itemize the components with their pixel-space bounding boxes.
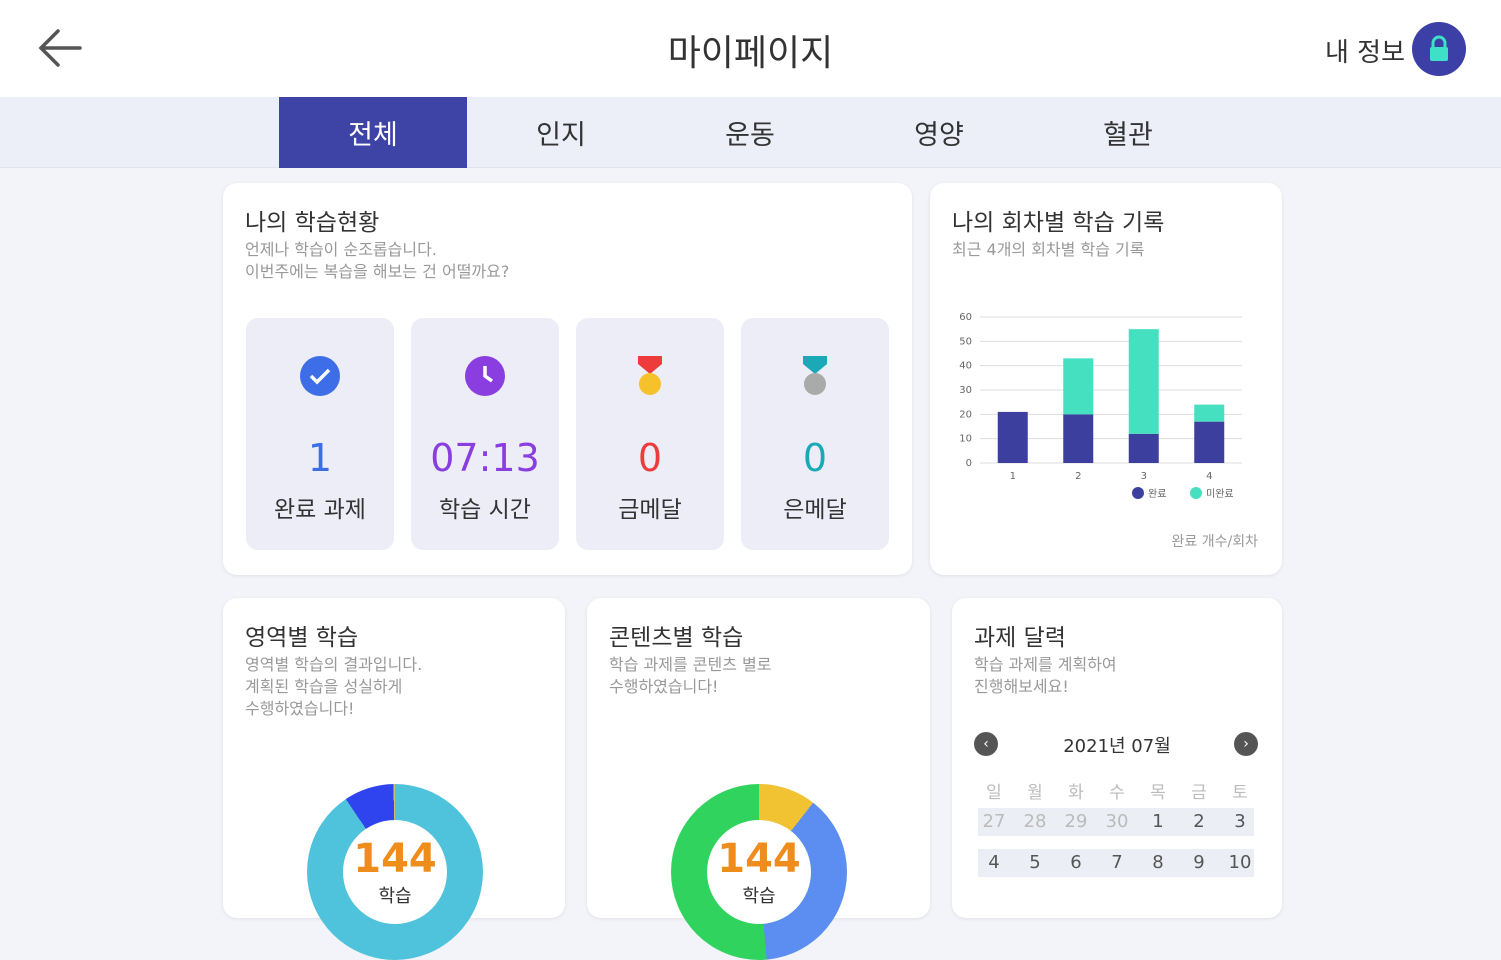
bar-complete: [1194, 421, 1225, 463]
x-tick-label: 1: [1010, 471, 1016, 482]
calendar-day[interactable]: 2: [1193, 811, 1205, 832]
gold-medal-tile: 0 금메달: [576, 318, 724, 550]
y-tick-label: 60: [959, 312, 972, 323]
bar-incomplete: [1063, 358, 1094, 415]
next-month-button[interactable]: ›: [1234, 732, 1258, 756]
donut-unit: 학습: [742, 886, 776, 907]
bar-complete: [1128, 433, 1159, 463]
calendar-day[interactable]: 30: [1105, 811, 1129, 832]
calendar-day[interactable]: 4: [988, 852, 1000, 873]
card-title: 나의 회차별 학습 기록: [952, 210, 1165, 236]
tile-label: 은메달: [783, 497, 847, 523]
bar-incomplete: [1128, 329, 1159, 434]
tab-all[interactable]: 전체: [279, 97, 467, 168]
category-tabs: 전체 인지 운동 영양 혈관: [0, 97, 1501, 168]
tile-label: 금메달: [618, 497, 682, 523]
bar-complete: [997, 411, 1028, 463]
bar-incomplete: [1194, 404, 1225, 422]
calendar-month: 2021년 07월: [1063, 736, 1171, 757]
tab-vascular[interactable]: 혈관: [1103, 120, 1153, 151]
silver-medal-icon: [803, 356, 827, 395]
y-tick-label: 10: [959, 434, 972, 445]
page-title: 마이페이지: [667, 33, 834, 74]
history-card: 나의 회차별 학습 기록 최근 4개의 회차별 학습 기록 0 10 20 30 40 5…: [930, 183, 1282, 575]
tab-exercise[interactable]: 운동: [725, 120, 775, 151]
y-tick-label: 50: [959, 336, 972, 347]
x-tick-label: 4: [1206, 471, 1212, 482]
x-tick-label: 2: [1075, 471, 1081, 482]
card-subtitle: 최근 4개의 회차별 학습 기록: [952, 240, 1145, 259]
calendar-week: 4 5 6 7 8 9 10: [978, 849, 1254, 877]
calendar-day[interactable]: 3: [1234, 811, 1246, 832]
weekday-label: 토: [1232, 783, 1248, 803]
weekday-label: 월: [1027, 783, 1043, 803]
area-donut-chart: 144 학습: [307, 784, 483, 960]
card-title: 영역별 학습: [245, 625, 359, 651]
bar-complete: [1063, 414, 1094, 463]
card-subtitle: 영역별 학습의 결과입니다. 계획된 학습을 성실하게 수행하였습니다!: [245, 655, 423, 718]
tab-cognition[interactable]: 인지: [536, 120, 586, 151]
y-tick-label: 0: [966, 458, 972, 469]
check-circle-icon: [300, 356, 340, 396]
calendar-day[interactable]: 7: [1111, 852, 1123, 873]
study-time-tile: 07:13 학습 시간: [411, 318, 559, 550]
prev-month-button[interactable]: ‹: [974, 732, 998, 756]
tile-value: 1: [307, 436, 333, 480]
calendar-day[interactable]: 9: [1193, 852, 1205, 873]
legend-label: 완료: [1148, 488, 1166, 500]
tab-nutrition[interactable]: 영양: [914, 120, 964, 151]
tile-value: 0: [802, 436, 828, 480]
completed-tasks-tile: 1 완료 과제: [246, 318, 394, 550]
silver-medal-tile: 0 은메달: [741, 318, 889, 550]
content-donut-chart: 144 학습: [671, 784, 847, 960]
weekday-label: 화: [1068, 783, 1084, 803]
task-calendar-card: 과제 달력 학습 과제를 계획하여 진행해보세요! ‹ 2021년 07월 › …: [952, 598, 1282, 918]
calendar-day[interactable]: 1: [1152, 811, 1164, 832]
back-arrow-icon[interactable]: [36, 26, 84, 70]
calendar-day[interactable]: 5: [1029, 852, 1041, 873]
gold-medal-icon: [638, 356, 662, 395]
calendar-week: 27 28 29 30 1 2 3: [978, 808, 1254, 836]
chart-footer: 완료 개수/회차: [1171, 534, 1258, 550]
card-subtitle: 학습 과제를 계획하여 진행해보세요!: [974, 655, 1117, 696]
card-title: 나의 학습현황: [245, 210, 380, 236]
calendar-day[interactable]: 28: [1023, 811, 1047, 832]
area-learning-card: 영역별 학습 영역별 학습의 결과입니다. 계획된 학습을 성실하게 수행하였습…: [223, 598, 565, 960]
y-tick-label: 30: [959, 385, 972, 396]
y-tick-label: 40: [959, 361, 972, 372]
tile-value: 07:13: [430, 436, 540, 480]
legend-marker: [1132, 487, 1144, 499]
card-title: 콘텐츠별 학습: [609, 625, 744, 651]
card-title: 과제 달력: [974, 625, 1066, 651]
x-tick-label: 3: [1141, 471, 1147, 482]
tile-label: 학습 시간: [439, 497, 531, 523]
legend-marker: [1190, 487, 1202, 499]
history-bar-chart: 0 10 20 30 40 50 60 1 2 3 4 완료 미완료: [959, 312, 1242, 500]
y-tick-label: 20: [959, 409, 972, 420]
weekday-label: 수: [1109, 783, 1125, 803]
donut-total: 144: [717, 836, 801, 882]
tile-value: 0: [637, 436, 663, 480]
header: 마이페이지 내 정보: [0, 0, 1501, 97]
calendar-day[interactable]: 10: [1228, 852, 1252, 873]
weekday-label: 목: [1150, 783, 1166, 803]
lock-icon[interactable]: [1412, 22, 1466, 76]
clock-icon: [465, 356, 505, 396]
weekday-label: 일: [986, 783, 1002, 803]
legend-label: 미완료: [1206, 488, 1234, 500]
tile-label: 완료 과제: [274, 497, 366, 523]
donut-unit: 학습: [378, 886, 412, 907]
learning-status-card: 나의 학습현황 언제나 학습이 순조롭습니다. 이번주에는 복습을 해보는 건 …: [223, 183, 912, 575]
content-learning-card: 콘텐츠별 학습 학습 과제를 콘텐츠 별로 수행하였습니다! 144 학습: [587, 598, 930, 960]
calendar-day[interactable]: 8: [1152, 852, 1164, 873]
calendar-day[interactable]: 6: [1070, 852, 1082, 873]
calendar-day[interactable]: 29: [1064, 811, 1088, 832]
card-subtitle: 학습 과제를 콘텐츠 별로 수행하였습니다!: [609, 655, 772, 696]
weekday-label: 금: [1191, 783, 1207, 803]
donut-total: 144: [353, 836, 437, 882]
card-subtitle: 언제나 학습이 순조롭습니다. 이번주에는 복습을 해보는 건 어떨까요?: [245, 240, 510, 281]
calendar-day[interactable]: 27: [982, 811, 1006, 832]
my-info-link[interactable]: 내 정보: [1324, 38, 1405, 68]
